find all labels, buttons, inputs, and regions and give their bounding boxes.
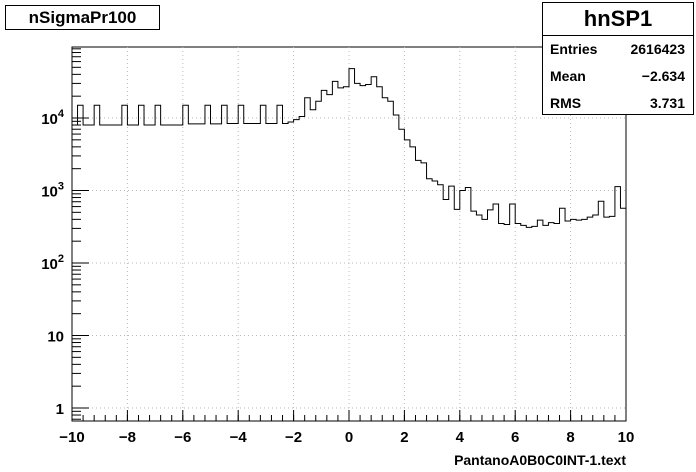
- stats-mean-value: −2.634: [641, 68, 685, 84]
- stats-row-rms: RMS 3.731: [543, 90, 693, 117]
- x-tick-label: −10: [59, 429, 84, 446]
- histogram-title: nSigmaPr100: [5, 5, 160, 30]
- x-tick-label: −8: [119, 429, 136, 446]
- x-tick-label: −2: [285, 429, 302, 446]
- x-tick-label: 2: [400, 429, 408, 446]
- stats-rms-label: RMS: [550, 95, 582, 111]
- grid-lines: [72, 47, 626, 421]
- x-tick-label: −6: [174, 429, 191, 446]
- y-tick-label: 103: [41, 181, 64, 201]
- y-tick-label: 104: [41, 108, 65, 128]
- histogram-series: [72, 68, 626, 228]
- x-tick-label: −4: [230, 429, 248, 446]
- stats-box: hnSP1 Entries 2616423 Mean −2.634 RMS 3.…: [542, 2, 694, 115]
- stats-row-entries: Entries 2616423: [543, 36, 693, 63]
- stats-mean-label: Mean: [550, 68, 586, 84]
- x-tick-label: 8: [566, 429, 574, 446]
- y-tick-label: 1: [56, 401, 64, 418]
- x-tick-label: 0: [345, 429, 353, 446]
- x-tick-label: 10: [618, 429, 635, 446]
- x-tick-label: 6: [511, 429, 519, 446]
- plot-frame: [71, 46, 627, 422]
- stats-histogram-name: hnSP1: [543, 3, 693, 36]
- stats-entries-label: Entries: [550, 41, 598, 57]
- stats-rms-value: 3.731: [649, 95, 685, 111]
- y-tick-label: 102: [41, 253, 64, 273]
- stats-entries-value: 2616423: [630, 41, 685, 57]
- x-tick-label: 4: [456, 429, 465, 446]
- axis-ticks: [71, 48, 627, 421]
- stats-row-mean: Mean −2.634: [543, 63, 693, 90]
- y-axis-tick-labels: 1 10 102 103 104: [41, 108, 65, 418]
- y-tick-label: 10: [47, 329, 64, 346]
- x-axis-title: PantanoA0B0C0INT-1.text: [454, 452, 626, 468]
- x-axis-tick-labels: −10 −8 −6 −4 −2 0 2 4 6 8 10: [59, 429, 634, 446]
